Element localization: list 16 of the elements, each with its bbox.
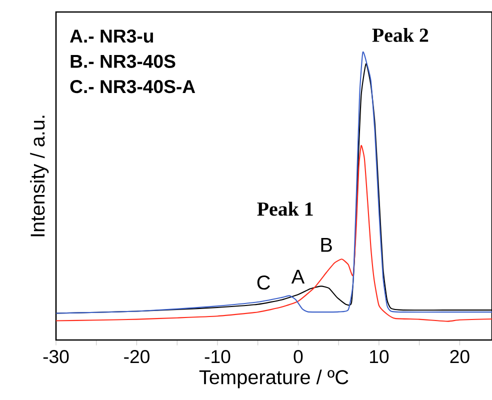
annotation: Peak 1: [257, 202, 313, 216]
y-axis-title: Intensity / a.u.: [30, 116, 49, 236]
x-tick-label: 20: [450, 350, 470, 364]
x-tick-label: 0: [294, 350, 303, 364]
x-tick-label: 10: [370, 350, 389, 364]
annotation: B: [321, 238, 332, 252]
annotation: C.- NR3-40S-A: [70, 80, 196, 94]
annotation: A: [291, 270, 305, 284]
x-tick-label: -30: [43, 350, 69, 364]
annotation: C: [257, 276, 270, 290]
x-tick-label: -10: [204, 350, 230, 364]
annotation: B.- NR3-40S: [70, 54, 176, 68]
x-tick-label: -20: [124, 350, 150, 364]
text: Peak 2: [372, 28, 428, 42]
x-axis-title: Temperature / ºC: [199, 370, 348, 388]
text: A.- NR3-u: [70, 30, 154, 43]
